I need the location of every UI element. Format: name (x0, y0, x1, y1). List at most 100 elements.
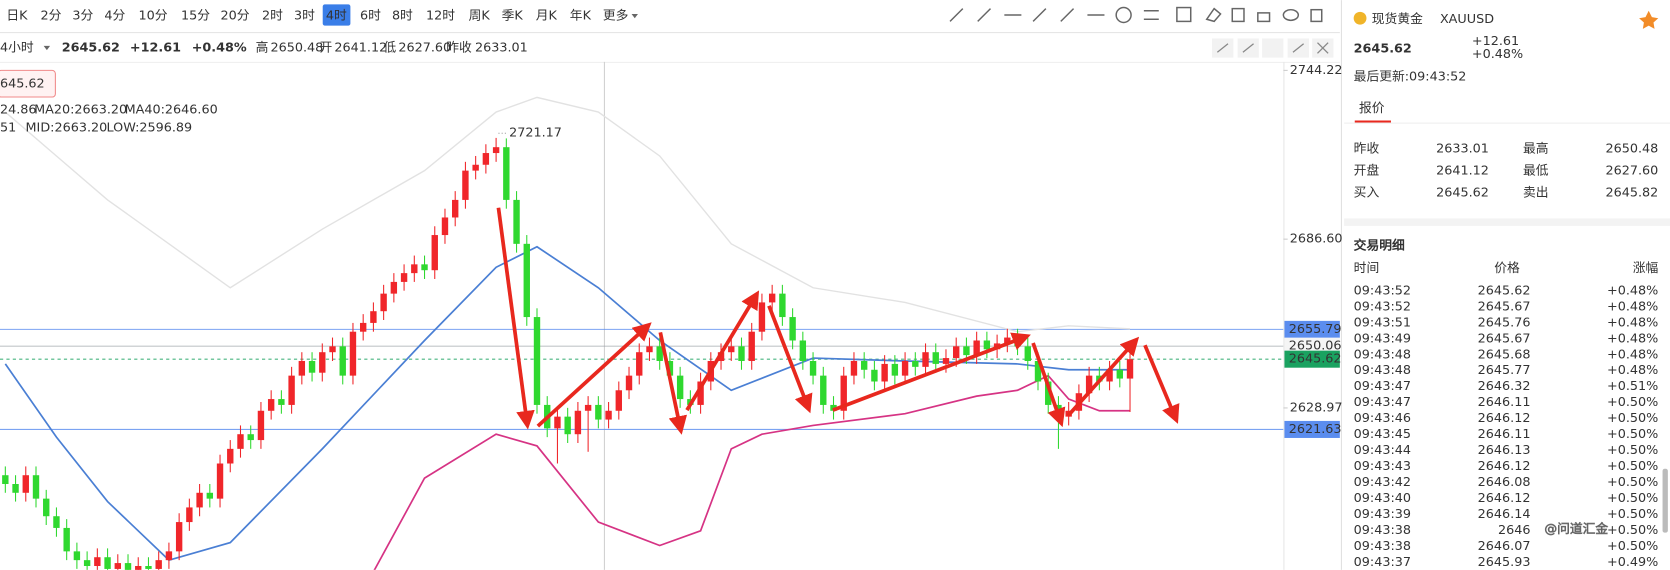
quote-value: 2633.01 (1436, 142, 1489, 157)
candle-body (758, 302, 766, 332)
candle-body (12, 483, 19, 493)
interval: 4小时 (0, 41, 34, 56)
candle-body (32, 475, 40, 499)
price-line-tag (1284, 320, 1340, 338)
candle-body (1045, 381, 1052, 405)
trade-time: 09:43:51 (1354, 315, 1411, 330)
candle-body (104, 557, 111, 569)
period-tab[interactable]: 15分 (181, 9, 210, 24)
favorite-star[interactable] (1639, 10, 1659, 29)
interval-caret (43, 45, 51, 51)
period-tab[interactable]: 4时 (326, 9, 347, 24)
candle-body (400, 273, 408, 282)
candle-body (513, 199, 520, 244)
candle-body (574, 410, 582, 435)
trade-time: 09:43:42 (1354, 475, 1411, 490)
panel-divider (1344, 218, 1670, 226)
candle-body (237, 434, 244, 449)
candle-body (912, 360, 919, 367)
trade-change: +0.48% (1607, 363, 1658, 378)
chart-controls[interactable] (1212, 38, 1334, 58)
trade-time: 09:43:52 (1354, 283, 1411, 298)
quote-tab[interactable]: 报价 (1359, 101, 1385, 116)
peak-label: 2721.17 (509, 126, 562, 141)
trades-title: 交易明细 (1354, 238, 1405, 254)
candle-body (53, 516, 60, 528)
stat-value: 2641.12 (334, 41, 387, 56)
trades-header: 时间 (1354, 261, 1380, 276)
candle-body (850, 360, 858, 376)
trade-change: +0.48% (1607, 331, 1658, 346)
trade-change: +0.48% (1607, 347, 1658, 362)
trade-time: 09:43:49 (1354, 331, 1411, 346)
period-tab[interactable]: 3时 (294, 9, 315, 24)
trade-price: 2646.13 (1478, 443, 1531, 458)
stat-value: 2650.48 (271, 41, 324, 56)
trade-price: 2646 (1498, 523, 1531, 538)
period-tab[interactable]: 4分 (104, 9, 125, 24)
panel-price: 2645.62 (1354, 42, 1412, 57)
period-tab[interactable]: 月K (536, 9, 558, 24)
candle-body (216, 463, 224, 499)
boll-lower (373, 374, 1131, 570)
watermark: @问道汇金 (1544, 521, 1608, 537)
price-line-tag (1284, 337, 1340, 355)
candle-body (953, 346, 960, 359)
period-tab[interactable]: 更多 (603, 9, 629, 24)
quote-value: 2627.60 (1605, 164, 1658, 179)
trade-price: 2646.32 (1478, 379, 1531, 394)
trade-change: +0.50% (1607, 427, 1658, 442)
candle-body (73, 551, 81, 561)
panel-change-pct: +0.48% (1472, 47, 1523, 62)
period-tab[interactable]: 2分 (40, 9, 61, 24)
period-tab[interactable]: 20分 (220, 9, 249, 24)
candle-body (267, 399, 275, 411)
candle-body (554, 416, 561, 429)
period-tab[interactable]: 3分 (72, 9, 93, 24)
candle-body (155, 560, 162, 569)
candle-body (932, 352, 939, 364)
trade-time: 09:43:48 (1354, 363, 1411, 378)
panel-change: +12.61 (1472, 34, 1519, 49)
candle-body (421, 264, 428, 271)
price-line-tag (1284, 420, 1340, 438)
trade-change: +0.50% (1607, 507, 1658, 522)
candle-body (676, 375, 684, 400)
trades-header: 价格 (1494, 260, 1520, 276)
candle-body (298, 360, 306, 376)
period-tab[interactable]: 年K (570, 9, 592, 24)
period-tab[interactable]: 日K (6, 9, 28, 24)
candle-body (431, 235, 438, 271)
updated-time: 最后更新:09:43:52 (1354, 68, 1467, 84)
candle-body (63, 527, 70, 552)
scrollbar[interactable] (1662, 468, 1668, 533)
candle-body (646, 346, 653, 353)
period-tab[interactable]: 10分 (138, 9, 167, 24)
stat-value: 2627.60 (398, 41, 451, 56)
period-tab[interactable]: 8时 (392, 9, 413, 24)
quote-label: 昨收 (1354, 142, 1380, 157)
period-tab[interactable]: 2时 (262, 9, 283, 24)
trade-time: 09:43:40 (1354, 491, 1411, 506)
period-tab[interactable]: 周K (469, 9, 491, 24)
candle-body (2, 475, 9, 484)
candle-body (748, 331, 755, 361)
trade-price: 2646.12 (1478, 459, 1531, 474)
candle-body (165, 551, 173, 561)
period-tab[interactable]: 季K (502, 9, 524, 24)
candle-body (789, 317, 796, 341)
trade-price: 2646.11 (1478, 427, 1531, 442)
gold-icon (1353, 11, 1367, 25)
change: +12.61 (130, 41, 181, 56)
change-pct: +0.48% (192, 41, 247, 56)
boll-legend: 51 (0, 120, 16, 135)
instrument-name: 现货黄金 (1372, 11, 1423, 27)
period-tab[interactable]: 6时 (360, 9, 381, 24)
period-tab[interactable]: 12时 (426, 9, 455, 24)
trade-change: +0.48% (1607, 315, 1658, 330)
candle-body (1034, 360, 1042, 382)
drawing-tools[interactable] (949, 6, 1323, 24)
y-tick-label: 2628.97 (1290, 400, 1343, 415)
candle-body (881, 363, 888, 382)
